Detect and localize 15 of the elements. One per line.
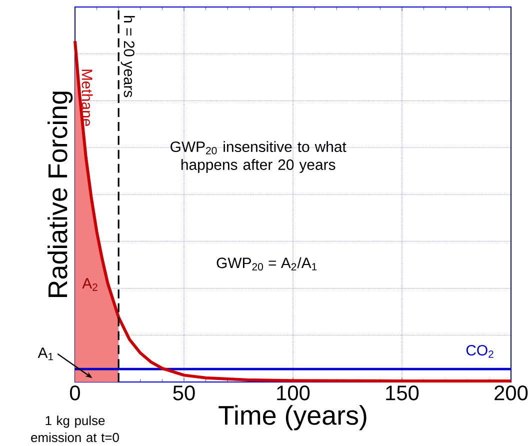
x-tick-label: 100 — [277, 386, 310, 400]
x-tick-label: 200 — [494, 386, 528, 400]
x-tick-label: 150 — [386, 386, 419, 400]
text: 1 kg pulse emission at t=0 — [31, 416, 119, 442]
x-tick-label: 50 — [173, 386, 195, 400]
text: Methane — [82, 70, 93, 126]
series-label: CO$_{2}$ — [466, 344, 494, 358]
ref-line-label: h = 20 years — [120, 16, 135, 98]
text: A$_{1}$ — [38, 348, 54, 360]
x-tick-label: 0 — [70, 386, 80, 400]
x-axis-title: Time (years) — [218, 405, 366, 430]
y-axis-title: Radiative Forcing — [48, 92, 73, 297]
annotation: GWP$_{20}$ insensitive to what happens after 20 years — [170, 141, 346, 173]
annotation: A$_{2}$ — [82, 278, 98, 291]
annotation: GWP$_{20}$ = A$_{2}$/A$_{1}$ — [216, 257, 317, 271]
